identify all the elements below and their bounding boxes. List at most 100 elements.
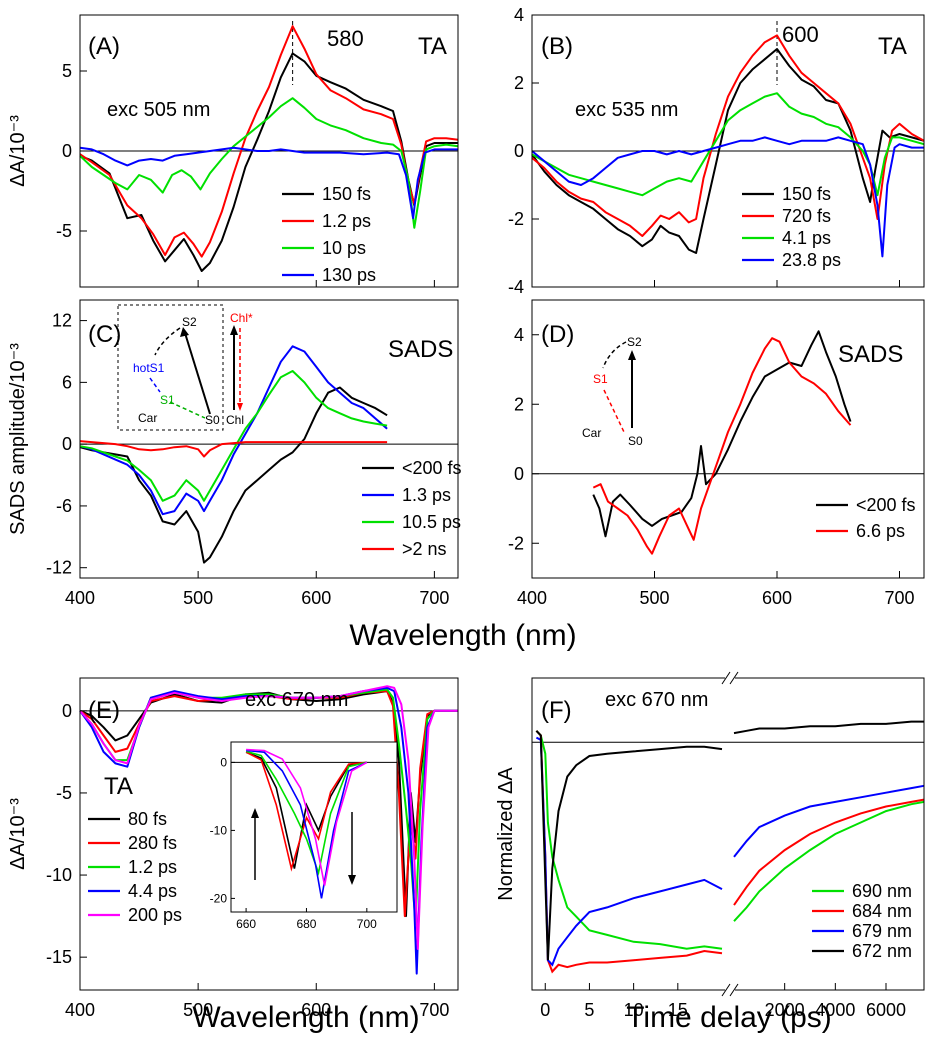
legend-label: 23.8 ps [782, 250, 841, 270]
legend-label: 679 nm [852, 921, 912, 941]
inset-x-tick-label: 700 [357, 917, 377, 931]
panel-c-label-car: Car [138, 411, 157, 425]
panel-b-tag: TA [878, 33, 907, 60]
panel-c-ticks: 400 500 600 700 -12 -6 0 6 12 [46, 311, 449, 608]
y-tick-label: -2 [508, 209, 524, 229]
inset-series-line [245, 751, 367, 869]
panel-c-series [79, 345, 458, 564]
panel-f-axis-break [721, 671, 739, 997]
legend-label: 10 ps [322, 238, 366, 258]
series-line--200-fs [592, 330, 852, 538]
panel-a-peak-label: 580 [327, 26, 364, 51]
x-tick-label: 400 [65, 1000, 95, 1020]
y-tick-label: 2 [514, 394, 524, 414]
inset-x-tick-label: 660 [236, 917, 256, 931]
x-tick-label: 600 [762, 588, 792, 608]
panel-c-arrow-s1-s0 [169, 401, 206, 419]
panel-c-arrow-s2-hot [154, 327, 181, 356]
panel-c-label-chl-star: Chl* [230, 311, 253, 325]
inset-series-line [246, 749, 368, 899]
panel-a: -5 0 5 (A) TA exc 505 nm 580 ΔA/10⁻³ 150 f… [7, 14, 459, 288]
legend-label: 200 ps [128, 905, 182, 925]
legend-label: 130 ps [322, 265, 376, 285]
panel-e-ticks: 400 500 600 700 -15 -10 -5 0 [46, 701, 449, 1020]
panel-c-legend: <200 fs 1.3 ps 10.5 ps >2 ns [362, 458, 462, 559]
x-tick-label: 500 [183, 588, 213, 608]
series-line-early-684-nm [535, 730, 723, 974]
y-tick-label: -6 [56, 496, 72, 516]
panel-d-label-car: Car [582, 426, 601, 440]
legend-label: 1.2 ps [322, 211, 371, 231]
legend-label: >2 ns [402, 539, 447, 559]
y-tick-label: -12 [46, 558, 72, 578]
panel-c-label-s0: S0 [205, 413, 220, 427]
panel-a-annotation: exc 505 nm [107, 99, 210, 121]
legend-label: 6.6 ps [856, 521, 905, 541]
legend-label: 10.5 ps [402, 512, 461, 532]
panel-b-label: (B) [541, 33, 573, 60]
y-tick-label: -15 [46, 947, 72, 967]
inset-series-line [246, 748, 368, 886]
panel-c-arrowhead-chl-up [230, 325, 238, 335]
panel-e: 400 500 600 700-15-10-50 (E) TA exc 670 nm … [7, 677, 459, 1020]
series-line-1-3-ps [79, 345, 388, 516]
panel-d-arrow-s1-s0 [603, 389, 625, 433]
panel-a-ylabel: ΔA/10⁻³ [7, 115, 29, 187]
panel-d-series [532, 330, 924, 555]
x-tick-label: 400 [65, 588, 95, 608]
panel-a-label: (A) [88, 33, 120, 60]
legend-label: 720 fs [782, 206, 831, 226]
panel-b-ticks: -4 -2 0 2 4 [508, 5, 900, 297]
series-line-late-672-nm [733, 720, 924, 735]
inset-y-tick-label: 0 [220, 755, 227, 769]
panel-e-annotation: exc 670 nm [245, 689, 348, 711]
panel-f: 0 5 10 15 2000 4000 6000 (F) exc 670 nm Normal… [495, 671, 925, 1020]
panel-e-inset-series [231, 748, 397, 899]
panel-d-frame [531, 299, 925, 579]
y-tick-label: 12 [52, 311, 72, 331]
series-line-200-ps [79, 685, 458, 950]
y-tick-label: 5 [62, 61, 72, 81]
x-axis-label-f: Time delay (ps) [626, 1001, 832, 1034]
panel-f-break-gap-bottom [725, 984, 735, 996]
x-tick-label: 400 [517, 588, 547, 608]
series-line--2-ns [79, 440, 388, 458]
series-line-720-fs [531, 34, 925, 237]
x-tick-label: 10 [624, 1000, 644, 1020]
series-line-late-679-nm [733, 784, 925, 858]
panel-c-diagram-box [117, 304, 224, 431]
panel-e-inset-arrowhead-down [348, 875, 356, 885]
legend-label: 80 fs [128, 809, 167, 829]
x-tick-label: 600 [301, 1000, 331, 1020]
panel-e-legend: 80 fs 280 fs 1.2 ps 4.4 ps 200 ps [88, 809, 182, 925]
x-tick-label: 500 [639, 588, 669, 608]
panel-e-inset-ticks: 660 680 700 -20 -10 0 [210, 755, 377, 931]
panel-a-tag: TA [418, 33, 447, 60]
panel-f-break-mark-1 [721, 671, 731, 685]
x-tick-label: 700 [419, 588, 449, 608]
legend-label: 150 fs [782, 184, 831, 204]
panel-e-inset-arrowhead-up [251, 808, 259, 818]
panel-b-peak-label: 600 [782, 22, 819, 47]
panel-c-arrow-excite [184, 332, 211, 415]
panel-c-label: (C) [88, 321, 121, 348]
y-tick-label: 6 [62, 372, 72, 392]
panel-d-label: (D) [541, 321, 574, 348]
panel-e-inset-bg [231, 742, 397, 912]
legend-label: 4.4 ps [128, 881, 177, 901]
panel-f-ticks: 0 5 10 15 2000 4000 6000 [540, 983, 906, 1020]
panel-a-series [79, 21, 459, 272]
legend-label: 1.3 ps [402, 485, 451, 505]
y-tick-label: -5 [56, 783, 72, 803]
panel-d-legend: <200 fs 6.6 ps [816, 495, 916, 541]
panel-c-energy-diagram: S2 hotS1 S1 Car S0 Chl Chl* [117, 304, 253, 431]
series-line-23-8-ps [531, 136, 924, 258]
y-tick-label: 4 [514, 325, 524, 345]
inset-x-tick-label: 680 [296, 917, 316, 931]
y-tick-label: 0 [62, 434, 72, 454]
panel-d-arrowhead-excite [628, 350, 636, 360]
panel-c: 400 500 600 700 -12 -6 0 6 12 (C) SADS SADS ampl… [7, 299, 462, 608]
